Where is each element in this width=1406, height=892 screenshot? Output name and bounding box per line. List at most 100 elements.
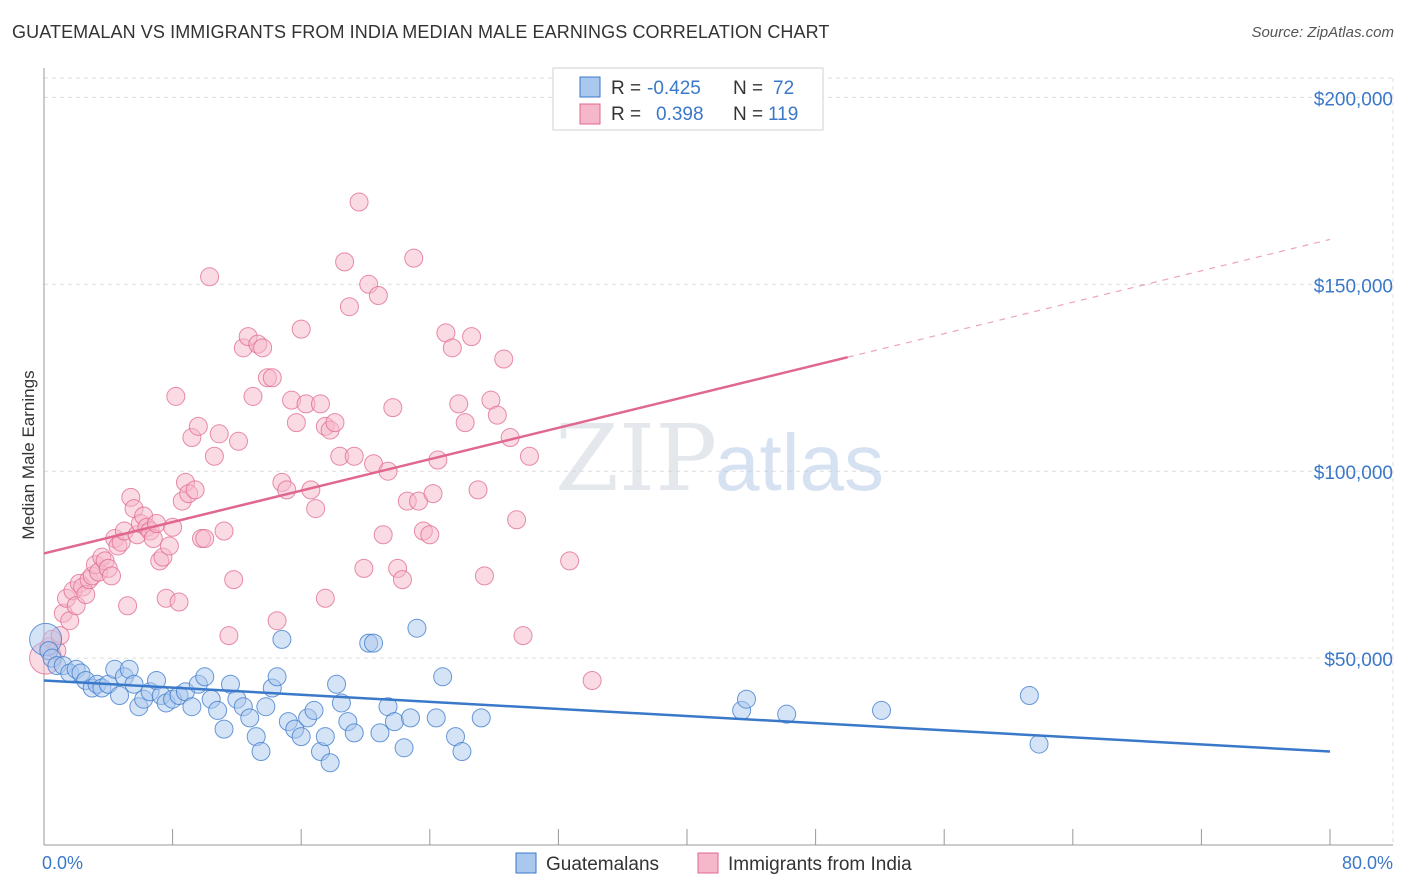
point-pink-49 — [195, 528, 215, 548]
point-blue-38 — [251, 742, 271, 762]
legend-r-label-blue: R = — [611, 78, 641, 99]
bottom-legend: Guatemalans Immigrants from India — [515, 852, 912, 875]
point-pink-111 — [560, 551, 580, 571]
point-blue-29 — [195, 667, 215, 687]
x-tick-label-max: 80.0% — [1342, 853, 1393, 873]
point-blue-49 — [315, 727, 335, 747]
point-pink-69 — [291, 319, 311, 339]
point-pink-80 — [344, 446, 364, 466]
trend-line-extension-pink — [847, 238, 1331, 358]
trend-line-pink — [43, 355, 849, 555]
bottom-legend-label-guatemalans: Guatemalans — [546, 854, 659, 875]
legend-n-label-blue: N = — [733, 78, 763, 99]
point-blue-59 — [384, 712, 404, 732]
point-pink-53 — [214, 521, 234, 541]
point-pink-108 — [507, 510, 527, 530]
point-blue-41 — [267, 667, 287, 687]
point-pink-105 — [487, 405, 507, 425]
point-pink-61 — [253, 338, 273, 358]
legend-swatch-pink — [579, 103, 601, 125]
trend-lines — [43, 238, 1331, 753]
point-pink-40 — [166, 386, 186, 406]
point-pink-109 — [513, 626, 533, 646]
point-blue-70 — [777, 704, 797, 724]
point-pink-38 — [159, 536, 179, 556]
point-blue-63 — [426, 708, 446, 728]
legend-swatch-blue — [579, 76, 601, 98]
chart-title: GUATEMALAN VS IMMIGRANTS FROM INDIA MEDI… — [12, 22, 830, 42]
point-blue-39 — [256, 697, 276, 717]
point-pink-50 — [200, 267, 220, 287]
point-pink-76 — [325, 413, 345, 433]
point-blue-27 — [182, 697, 202, 717]
point-blue-42 — [272, 629, 292, 649]
point-pink-41 — [169, 592, 189, 612]
point-pink-52 — [209, 424, 229, 444]
point-blue-51 — [327, 674, 347, 694]
point-blue-47 — [304, 700, 324, 720]
point-pink-54 — [219, 626, 239, 646]
point-pink-82 — [354, 558, 374, 578]
point-blue-56 — [364, 633, 384, 653]
point-pink-72 — [306, 499, 326, 519]
point-pink-101 — [462, 327, 482, 347]
point-pink-79 — [339, 297, 359, 317]
series-guatemalans — [29, 618, 1049, 773]
point-blue-67 — [471, 708, 491, 728]
trend-line-blue — [43, 679, 1331, 753]
point-blue-71 — [872, 700, 892, 720]
point-blue-52 — [331, 693, 351, 713]
watermark-atlas: atlas — [715, 418, 884, 507]
bottom-legend-swatch-guatemalans — [515, 852, 537, 874]
y-tick-label-0: $50,000 — [1324, 650, 1393, 671]
point-pink-68 — [286, 413, 306, 433]
point-blue-60 — [394, 738, 414, 758]
chart-source: Source: ZipAtlas.com — [1251, 24, 1394, 41]
point-pink-63 — [262, 368, 282, 388]
point-pink-110 — [519, 446, 539, 466]
y-tick-labels: $50,000 $100,000 $150,000 $200,000 — [1314, 89, 1393, 671]
point-blue-50 — [320, 753, 340, 773]
point-blue-73 — [1029, 734, 1049, 754]
point-pink-78 — [335, 252, 355, 272]
series-immigrants-from-india — [29, 192, 602, 691]
point-blue-62 — [407, 618, 427, 638]
legend-n-value-pink: 119 — [768, 104, 798, 125]
point-pink-25 — [118, 596, 138, 616]
point-pink-88 — [383, 398, 403, 418]
point-blue-64 — [433, 667, 453, 687]
point-blue-31 — [208, 700, 228, 720]
point-pink-46 — [185, 480, 205, 500]
watermark-zip: ZIP — [555, 405, 717, 512]
point-blue-61 — [401, 708, 421, 728]
x-tick-labels: 0.0% 80.0% — [42, 853, 1393, 873]
bottom-legend-swatch-india — [697, 852, 719, 874]
point-pink-59 — [243, 386, 263, 406]
legend-r-label-pink: R = — [611, 104, 641, 125]
point-pink-81 — [349, 192, 369, 212]
point-pink-47 — [188, 416, 208, 436]
point-pink-86 — [373, 525, 393, 545]
point-blue-57 — [370, 723, 390, 743]
y-axis-title: Median Male Earnings — [19, 370, 38, 539]
point-pink-95 — [420, 525, 440, 545]
point-pink-102 — [468, 480, 488, 500]
point-blue-45 — [291, 727, 311, 747]
point-blue-66 — [452, 742, 472, 762]
point-pink-55 — [224, 570, 244, 590]
point-blue-54 — [344, 723, 364, 743]
point-pink-112 — [582, 671, 602, 691]
axes — [43, 68, 1393, 846]
point-pink-64 — [267, 611, 287, 631]
point-pink-99 — [449, 394, 469, 414]
legend-n-value-blue: 72 — [773, 78, 794, 99]
legend-r-value-blue: -0.425 — [647, 78, 701, 99]
point-pink-92 — [404, 248, 424, 268]
point-pink-56 — [229, 431, 249, 451]
point-pink-103 — [474, 566, 494, 586]
point-pink-20 — [102, 566, 122, 586]
point-pink-106 — [494, 349, 514, 369]
point-blue-36 — [240, 708, 260, 728]
point-pink-85 — [368, 286, 388, 305]
